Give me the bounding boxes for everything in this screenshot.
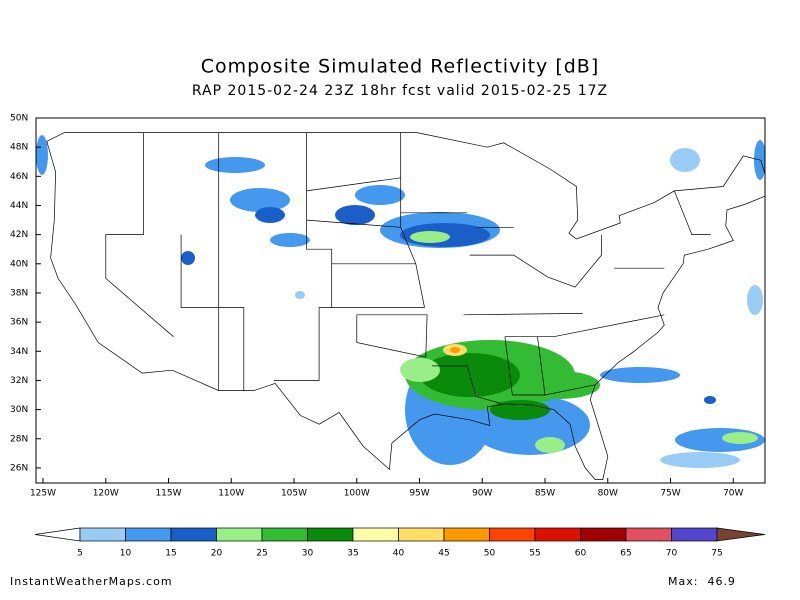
state-line (463, 313, 583, 316)
state-line (273, 132, 333, 381)
state-line (306, 219, 401, 228)
state-line (673, 190, 711, 235)
lon-label: 85W (535, 489, 555, 499)
colorbar-label: 30 (302, 549, 314, 559)
lat-label: 50N (10, 114, 28, 124)
state-line (400, 132, 425, 308)
colorbar-box (125, 527, 172, 542)
lat-label: 38N (10, 288, 28, 298)
colorbar: 5 10 15 20 25 30 35 40 45 50 55 60 65 70 75 (34, 527, 766, 559)
lon-label: 125W (30, 489, 56, 499)
colorbar-box (443, 527, 490, 542)
colorbar-box (352, 527, 399, 542)
lat-label: 42N (10, 230, 28, 240)
lon-label: 95W (409, 489, 429, 499)
colorbar-label: 55 (529, 549, 540, 559)
state-line (306, 177, 401, 192)
lon-label: 70W (723, 489, 743, 499)
colorbar-label: 50 (484, 549, 496, 559)
lat-label: 34N (10, 347, 28, 357)
colorbar-label: 75 (711, 549, 722, 559)
colorbar-label: 35 (347, 549, 358, 559)
colorbar-low (34, 527, 81, 542)
lon-label: 105W (281, 489, 307, 499)
max-value: Max: 46.9 (668, 575, 736, 588)
title: Composite Simulated Reflectivity [dB] (201, 56, 600, 78)
lat-label: 40N (10, 259, 28, 269)
lat-label: 44N (10, 201, 28, 211)
colorbar-box (671, 527, 718, 542)
colorbar-label: 15 (165, 549, 176, 559)
colorbar-label: 20 (211, 549, 223, 559)
map-frame (35, 117, 766, 484)
lon-label: 120W (93, 489, 119, 499)
state-lines (105, 132, 711, 405)
colorbar-box (580, 527, 627, 542)
colorbar-box (489, 527, 536, 542)
state-line (504, 336, 545, 396)
map (36, 132, 765, 480)
lat-label: 36N (10, 318, 28, 328)
colorbar-box (398, 527, 445, 542)
colorbar-high (716, 527, 766, 542)
state-line (356, 314, 428, 358)
reflectivity (36, 135, 765, 468)
site-name: InstantWeatherMaps.com (10, 575, 173, 588)
colorbar-label: 10 (120, 549, 132, 559)
state-line (504, 314, 665, 338)
colorbar-box (307, 527, 354, 542)
lon-label: 75W (660, 489, 680, 499)
colorbar-box (170, 527, 217, 542)
lon-label: 80W (598, 489, 618, 499)
colorbar-label: 45 (438, 549, 449, 559)
lat-label: 28N (10, 434, 28, 444)
state-line (180, 234, 245, 391)
colorbar-box (261, 527, 308, 542)
lon-label: 115W (155, 489, 181, 499)
colorbar-box (534, 527, 581, 542)
state-line (537, 336, 596, 396)
lon-label: 110W (218, 489, 244, 499)
country-outline (46, 132, 765, 480)
colorbar-label: 70 (666, 549, 678, 559)
lat-label: 48N (10, 143, 28, 153)
colorbar-label: 65 (620, 549, 631, 559)
state-line (105, 132, 174, 337)
colorbar-label: 25 (256, 549, 267, 559)
colorbar-label: 60 (575, 549, 587, 559)
lat-label: 46N (10, 172, 28, 182)
state-line (469, 234, 602, 288)
state-line (432, 365, 503, 405)
lat-label: 32N (10, 376, 28, 386)
colorbar-box (79, 527, 126, 542)
subtitle: RAP 2015-02-24 23Z 18hr fcst valid 2015-… (192, 83, 608, 99)
colorbar-label: 40 (393, 549, 405, 559)
lon-label: 90W (472, 489, 492, 499)
colorbar-box (216, 527, 263, 542)
colorbar-box (625, 527, 672, 542)
lon-label: 100W (344, 489, 370, 499)
colorbar-label: 5 (77, 549, 83, 559)
axis-labels: 50N 48N 46N 44N 42N 40N 38N 36N 34N 32N 30N 28N 26N 1… (10, 114, 744, 499)
lat-label: 30N (10, 405, 28, 415)
lat-label: 26N (10, 463, 28, 473)
